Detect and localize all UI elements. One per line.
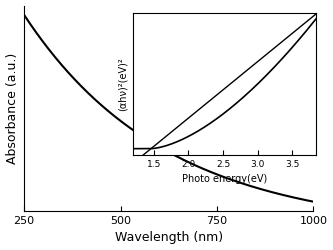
X-axis label: Photo energy(eV): Photo energy(eV) [182, 174, 267, 184]
Y-axis label: Absorbance (a.u.): Absorbance (a.u.) [6, 53, 19, 164]
Y-axis label: (αhν)²(eV)²: (αhν)²(eV)² [118, 57, 128, 110]
X-axis label: Wavelength (nm): Wavelength (nm) [115, 232, 223, 244]
